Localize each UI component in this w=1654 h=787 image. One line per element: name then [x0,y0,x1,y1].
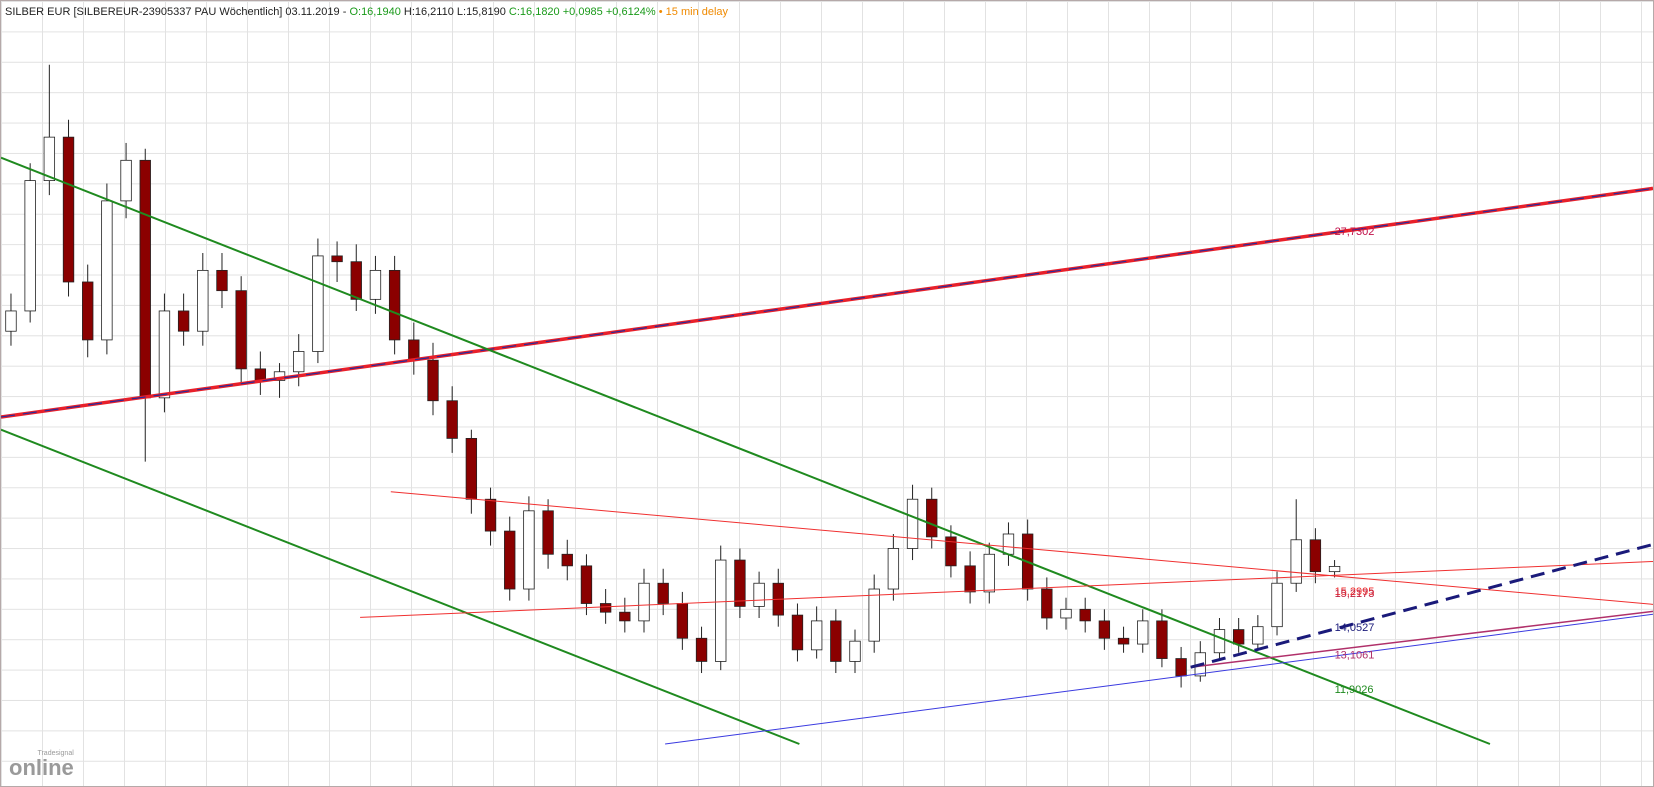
candle-body [1156,620,1168,659]
candle-body [1175,658,1187,677]
trend-line [1,428,800,745]
candle-body [101,200,113,341]
candle-body [695,637,708,662]
candle-body [1309,539,1322,573]
candle-body [638,582,650,622]
candle-body [1079,608,1091,622]
candle-body [561,553,573,567]
line-value-label: 15,2995 [1335,586,1375,598]
candle-body [887,548,900,590]
trend-line [390,491,1653,605]
line-value-label: 11,9026 [1335,684,1374,696]
candle-body [619,611,631,622]
trend-line [360,561,1653,618]
open-quote: O:16,1940 [349,6,401,18]
line-value-label: 15,2173 [1335,588,1375,600]
candle-body [1290,539,1302,584]
candle-body [369,269,382,300]
candle-body [139,159,151,399]
candle-body [849,640,861,662]
trend-line [665,613,1653,745]
candle-body [62,136,75,283]
candle-body [43,136,56,181]
candle-body [1041,588,1053,619]
candle-body [1098,620,1111,639]
line-value-label: 14,0527 [1335,622,1375,634]
close-quote: C:16,1820 +0,0985 +0,6124% [508,6,656,18]
candle-body [1060,608,1072,619]
candle-body [331,255,343,263]
candle-body [523,510,535,590]
trend-line [1,187,1653,418]
candle-body [177,310,190,332]
line-value-label: 13,1061 [1335,649,1375,661]
candle-body [1213,629,1226,654]
candle-body [254,368,267,381]
logo: Tradesignal online [9,750,74,780]
logo-brand: Tradesignal [37,750,74,757]
logo-text: online [9,755,74,780]
candle-body [484,498,497,532]
candle-body [830,620,842,662]
candle-body [964,565,976,593]
line-value-label: 27,7302 [1335,226,1375,238]
candle-body [868,588,880,642]
header: SILBER EUR [SILBEREUR-23905337 PAU Wöche… [5,6,728,18]
candle-body [427,359,439,402]
candle-body [945,536,957,567]
instrument: SILBER EUR [SILBEREUR-23905337 PAU Wöche… [5,6,347,18]
candle-body [388,269,401,341]
candle-body [82,281,94,341]
candle-body [1328,566,1341,573]
high-low-quote: H:16,2110 L:15,8190 [403,6,506,18]
delay-note: • 15 min delay [658,6,729,18]
candle-body [235,290,247,370]
candle-body [657,582,669,604]
candle-body [197,269,209,332]
candle-body [734,559,746,607]
candle-body [926,498,938,538]
candle-body [715,559,727,662]
candle-body [1271,582,1283,628]
trend-line [1,156,1491,745]
candle-body [1117,637,1130,645]
candle-body [408,339,420,361]
candle-body [465,437,478,500]
candle-body [1137,620,1149,645]
candle-body [158,310,171,399]
candle-body [120,159,132,202]
trend-line [1190,610,1653,668]
candle-body [810,620,823,651]
candle-body [1002,533,1015,555]
candle-body [216,269,228,292]
candle-body [906,498,919,549]
candle-body [983,553,995,593]
candle-body [312,255,324,352]
candle-body [350,261,362,300]
candle-body [599,603,612,613]
trend-line [1190,542,1653,669]
candle-body [676,603,689,639]
candle-body [504,530,516,590]
candle-body [1232,629,1245,645]
candle-body [580,565,593,604]
candle-body [791,614,804,651]
candle-body [24,180,36,312]
candle-body [1252,626,1264,645]
candle-body [753,582,765,607]
candle-body [542,510,554,555]
candle-body [293,351,305,373]
candle-body [446,400,458,439]
candle-body [5,310,17,332]
